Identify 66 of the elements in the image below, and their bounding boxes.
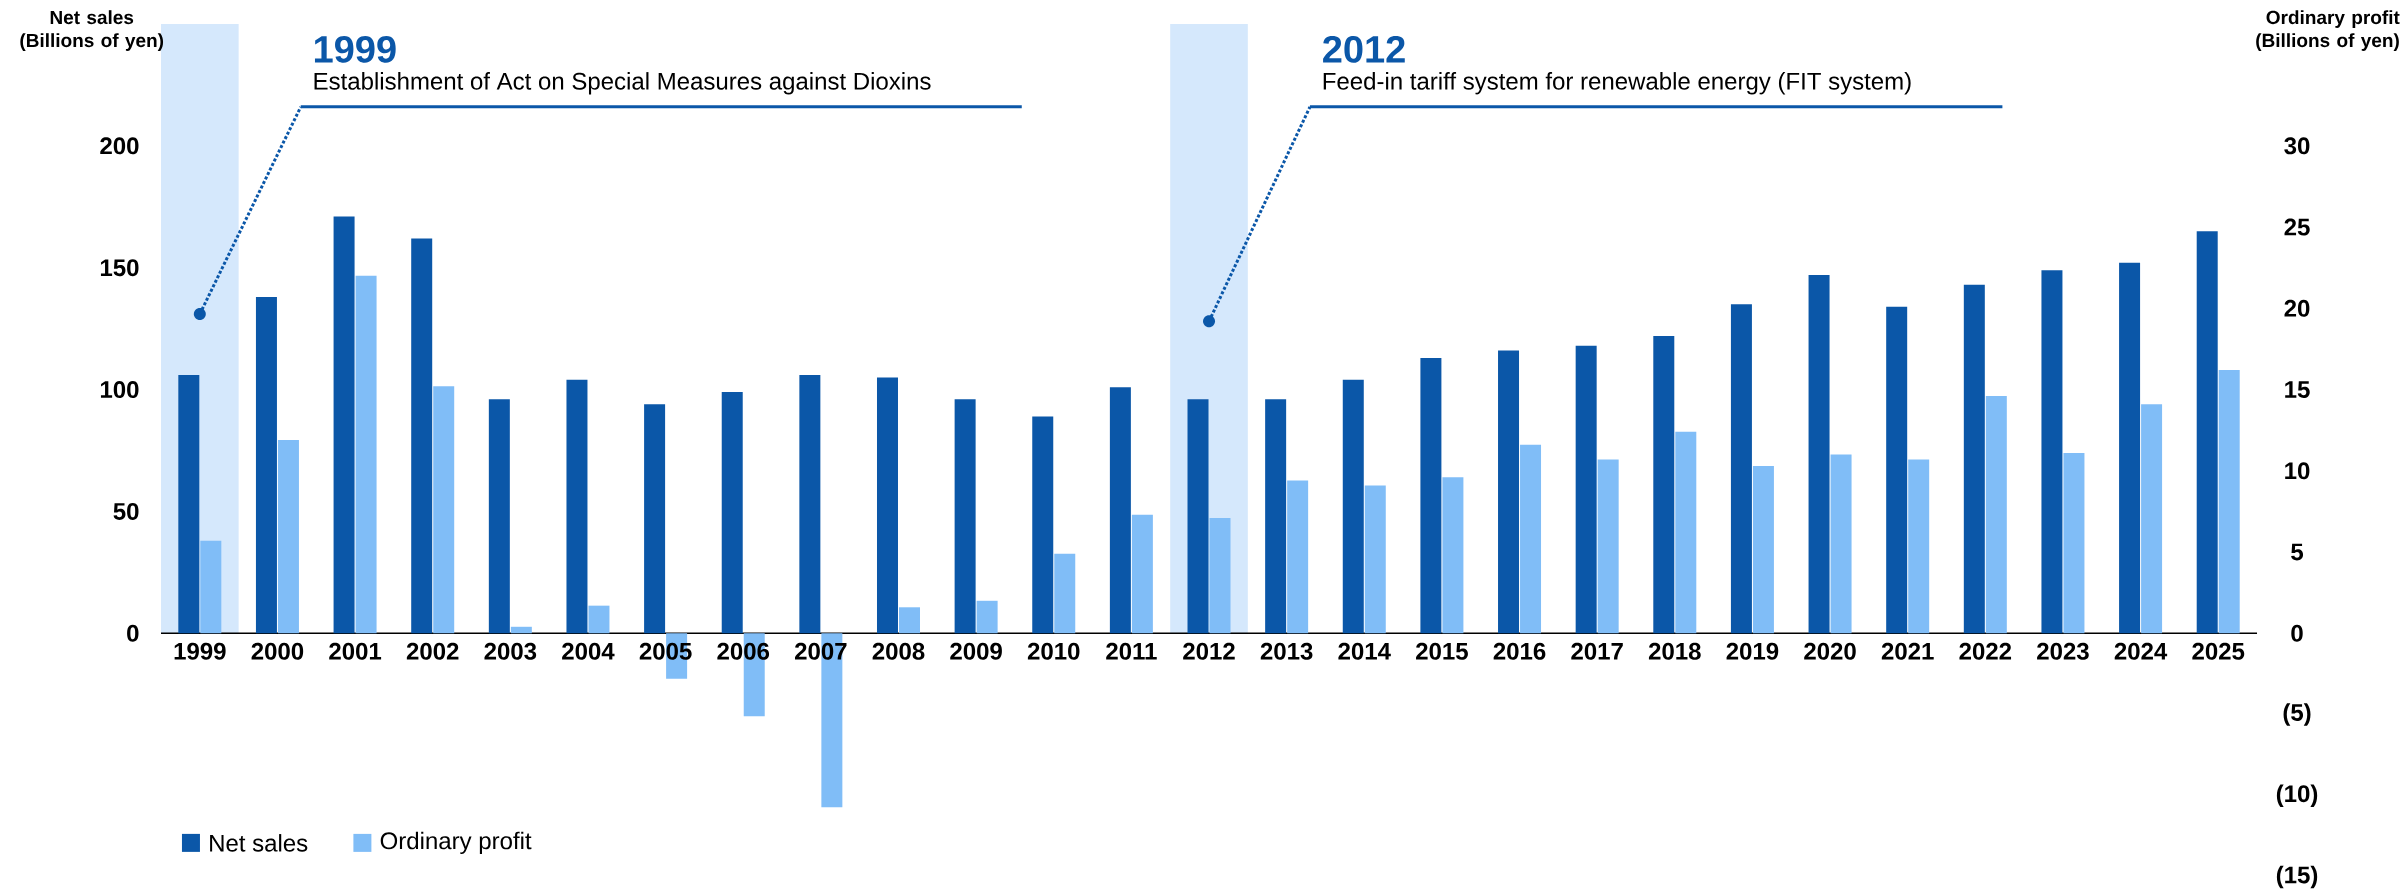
y-tick-label: 200 <box>100 137 139 155</box>
y2-tick-label: 25 <box>2284 218 2310 236</box>
y-tick-label: 50 <box>113 502 139 520</box>
bar <box>976 600 998 634</box>
x-tick-label: 2024 <box>2114 642 2168 660</box>
bar <box>799 374 821 634</box>
bar <box>1187 399 1209 634</box>
x-tick-label: 2013 <box>1260 642 1313 660</box>
legend-label: Ordinary profit <box>380 831 532 855</box>
y2-tick-label: (15) <box>2276 865 2318 889</box>
y2-tick-label: 5 <box>2291 543 2304 561</box>
band-label: 2012 <box>1323 35 1405 63</box>
x-tick-label: 2014 <box>1338 642 1391 660</box>
bar <box>1109 387 1131 634</box>
y2-tick-label: (10) <box>2276 784 2318 807</box>
x-tick-label: 2020 <box>1804 642 1856 660</box>
annotation: Feed-in tariff system for renewable energy (FIT system) <box>1323 72 1911 95</box>
y-axis-title: Net sales (Billions of yen) <box>20 10 164 51</box>
x-tick-label: 2007 <box>794 642 847 660</box>
y2-axis-title: Ordinary profit (Billions of yen) <box>2256 10 2400 51</box>
y2-tick-label: 15 <box>2285 381 2310 398</box>
x-tick-label: 2005 <box>639 642 692 660</box>
x-tick-label: 2017 <box>1571 642 1623 660</box>
x-tick-label: 2001 <box>329 642 382 660</box>
x-tick-label: 2018 <box>1648 642 1701 660</box>
y2-tick-label: (5) <box>2283 703 2311 726</box>
annotation: Establishment of Act on Special Measures against Dioxins <box>314 72 931 95</box>
bar <box>898 607 920 634</box>
bar <box>178 374 200 634</box>
y2-tick-label: 30 <box>2284 137 2310 155</box>
legend-label: Net sales <box>210 834 308 852</box>
bar <box>1032 416 1054 634</box>
x-tick-label: 2010 <box>1027 642 1080 660</box>
band-label: 1999 <box>314 35 396 63</box>
y2-tick-label: 20 <box>2284 299 2310 317</box>
y2-tick-label: 10 <box>2285 462 2310 480</box>
bar <box>510 626 532 634</box>
x-tick-label: 2009 <box>950 642 1002 660</box>
x-tick-label: 2021 <box>1881 642 1934 660</box>
bar <box>566 379 588 634</box>
y-tick-label: 150 <box>100 259 139 277</box>
y-tick-label: 0 <box>127 624 139 642</box>
x-tick-label: 2004 <box>562 642 615 660</box>
x-tick-label: 2022 <box>1959 642 2012 660</box>
x-tick-label: 2006 <box>717 642 770 660</box>
x-tick-label: 2003 <box>484 642 537 660</box>
x-tick-label: 2019 <box>1726 642 1779 660</box>
x-tick-label: 2025 <box>2192 642 2245 660</box>
x-tick-label: 2016 <box>1493 642 1546 660</box>
x-tick-label: 2008 <box>872 642 925 660</box>
bar <box>488 399 510 634</box>
y-tick-label: 100 <box>100 381 139 399</box>
x-tick-label: 1999 <box>174 642 226 660</box>
bar <box>721 392 743 634</box>
x-tick-label: 2000 <box>251 642 304 660</box>
x-tick-label: 2002 <box>406 642 459 660</box>
bar <box>2041 270 2063 634</box>
x-tick-label: 2011 <box>1106 642 1157 660</box>
y2-tick-label: 0 <box>2291 624 2303 642</box>
x-tick-label: 2012 <box>1183 642 1235 660</box>
x-tick-label: 2015 <box>1416 642 1468 660</box>
x-tick-label: 2023 <box>2037 642 2089 660</box>
bar <box>588 605 610 634</box>
bar <box>644 404 666 634</box>
bar <box>876 377 898 634</box>
bar <box>954 399 976 634</box>
